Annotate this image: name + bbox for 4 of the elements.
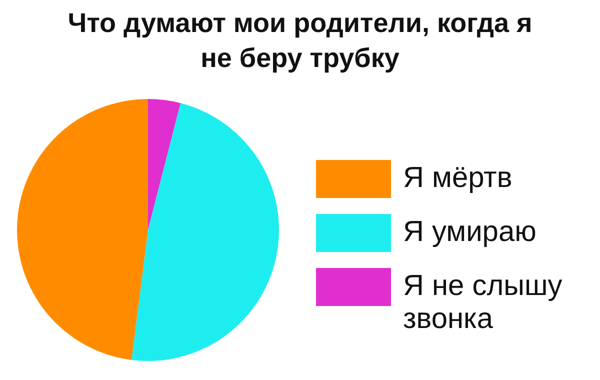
legend-label: Я умираю <box>403 215 536 249</box>
chart-title: Что думают мои родители, когда я не беру трубку <box>66 7 534 75</box>
legend-label: Я не слышу звонка <box>403 269 564 336</box>
legend-label: Я мёртв <box>403 161 512 195</box>
